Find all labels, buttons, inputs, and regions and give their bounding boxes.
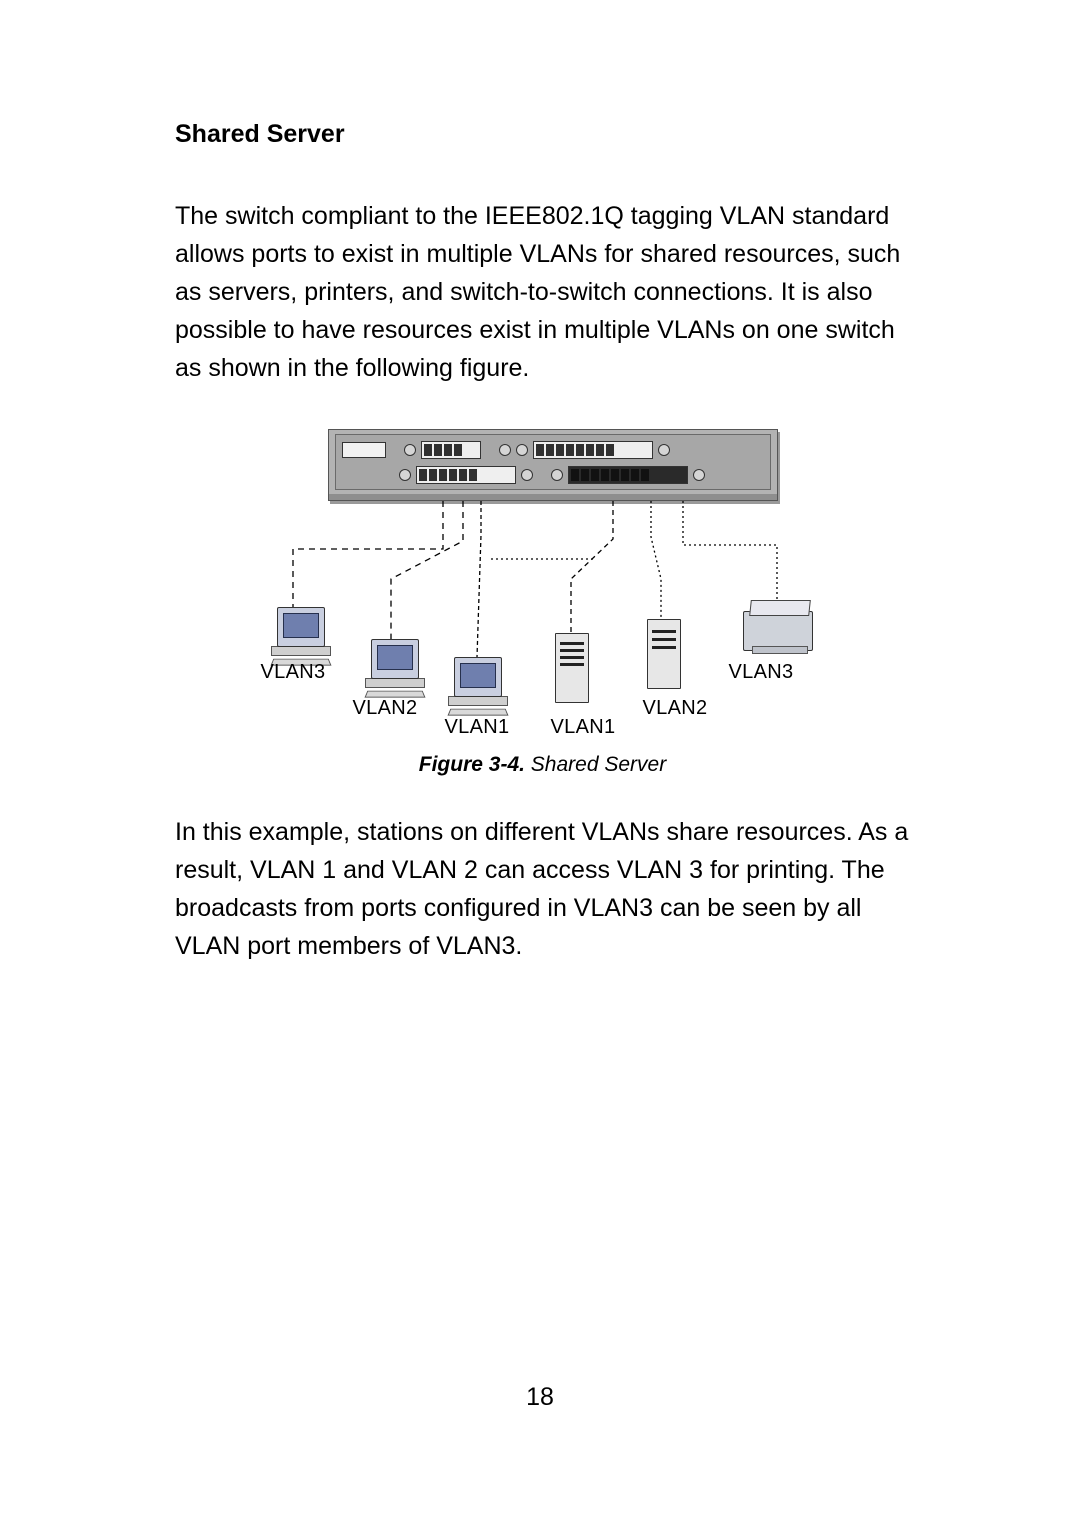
figure-container: VLAN3 VLAN2 VLAN1 VLAN1 VLAN2 VLAN3 Figu… bbox=[175, 429, 910, 777]
label-vlan3-left: VLAN3 bbox=[261, 661, 326, 684]
label-vlan1-left: VLAN1 bbox=[445, 716, 510, 739]
workstation-vlan1-icon bbox=[448, 657, 508, 716]
page-number: 18 bbox=[0, 1383, 1080, 1412]
printer-vlan3-icon bbox=[743, 611, 813, 651]
explanation-paragraph: In this example, stations on different V… bbox=[175, 813, 910, 965]
label-vlan2-left: VLAN2 bbox=[353, 697, 418, 720]
label-vlan1-right: VLAN1 bbox=[551, 716, 616, 739]
figure-caption: Figure 3-4. Shared Server bbox=[419, 753, 666, 777]
server-tower-vlan1-icon bbox=[555, 633, 589, 703]
figure-number: Figure 3-4. bbox=[419, 753, 525, 776]
label-vlan3-right: VLAN3 bbox=[729, 661, 794, 684]
section-heading: Shared Server bbox=[175, 120, 910, 149]
figure-caption-text: Shared Server bbox=[525, 753, 666, 776]
workstation-vlan3-left-icon bbox=[271, 607, 331, 666]
label-vlan2-right: VLAN2 bbox=[643, 697, 708, 720]
shared-server-diagram: VLAN3 VLAN2 VLAN1 VLAN1 VLAN2 VLAN3 bbox=[253, 429, 833, 739]
connection-lines-icon bbox=[253, 429, 833, 739]
workstation-vlan2-icon bbox=[365, 639, 425, 698]
server-tower-vlan2-icon bbox=[647, 619, 681, 689]
intro-paragraph: The switch compliant to the IEEE802.1Q t… bbox=[175, 197, 910, 387]
